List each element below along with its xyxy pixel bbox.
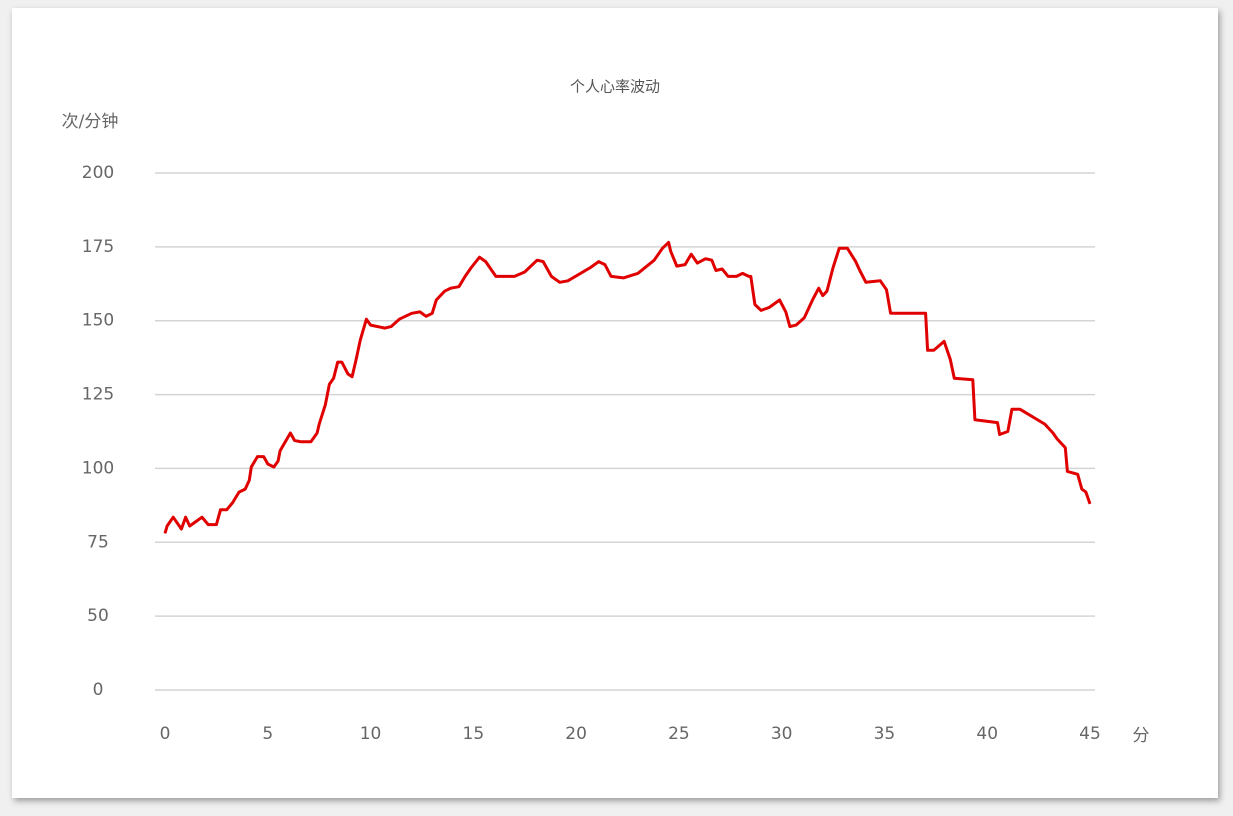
x-tick-label: 40 [976, 724, 998, 744]
x-tick-label: 45 [1079, 724, 1101, 744]
y-tick-label: 100 [82, 458, 114, 478]
x-tick-label: 20 [565, 724, 587, 744]
chart-title: 个人心率波动 [570, 78, 660, 96]
x-tick-label: 25 [668, 724, 690, 744]
y-tick-label: 175 [82, 237, 114, 257]
line [163, 240, 1092, 534]
x-axis-label: 分 [1133, 726, 1150, 746]
y-tick-label: 75 [87, 532, 109, 552]
y-tick-label: 0 [93, 680, 104, 700]
y-tick-label: 125 [82, 385, 114, 405]
x-tick-label: 15 [463, 724, 485, 744]
y-tick-label: 200 [82, 163, 114, 183]
y-axis-label: 次/分钟 [62, 112, 119, 132]
y-tick-label: 50 [87, 606, 109, 626]
x-tick-label: 30 [771, 724, 793, 744]
x-tick-label: 5 [262, 724, 273, 744]
card [12, 8, 1218, 798]
y-tick-label: 150 [82, 311, 114, 331]
x-tick-label: 10 [360, 724, 382, 744]
x-tick-label: 35 [874, 724, 896, 744]
x-tick-label: 0 [160, 724, 171, 744]
